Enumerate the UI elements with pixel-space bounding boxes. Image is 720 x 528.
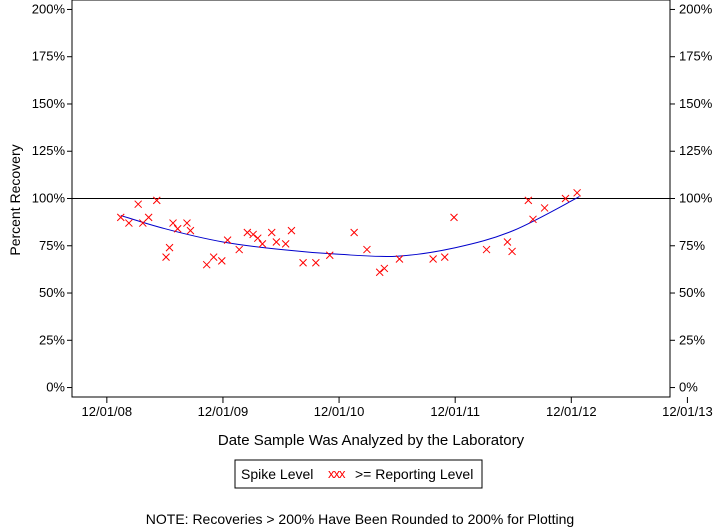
data-point (134, 200, 143, 209)
legend-entry: >= Reporting Level (355, 466, 473, 482)
data-point (350, 228, 359, 237)
data-point (450, 213, 458, 222)
x-tick-label: 12/01/08 (82, 404, 133, 419)
data-point (173, 224, 182, 233)
data-points (116, 188, 581, 277)
data-point (311, 258, 320, 267)
legend-marker: xxx (328, 466, 346, 481)
data-point (169, 219, 177, 227)
data-point (235, 245, 244, 254)
data-point (395, 255, 404, 263)
y-tick-label-right: 125% (679, 143, 713, 158)
footnote: NOTE: Recoveries > 200% Have Been Rounde… (146, 511, 574, 527)
y-axis-right: 0% 25% 50% 75% 100% 125% 150% 175% 200% (670, 1, 713, 395)
y-axis-left: 0% 25% 50% 75% 100% 125% 150% 175% 200% (32, 1, 72, 395)
data-point (253, 234, 262, 243)
data-point (299, 258, 307, 267)
y-tick-label-left: 100% (32, 191, 66, 206)
x-tick-label: 12/01/11 (430, 404, 480, 419)
data-point (152, 196, 161, 205)
y-tick-label-right: 75% (679, 238, 705, 253)
data-point (116, 213, 125, 222)
data-point (125, 219, 133, 227)
x-axis-label: Date Sample Was Analyzed by the Laborato… (218, 432, 525, 449)
y-tick-label-left: 25% (39, 332, 65, 347)
data-point (287, 226, 296, 235)
data-point (325, 251, 334, 260)
y-tick-label-right: 25% (679, 332, 705, 347)
x-tick-label: 12/01/12 (546, 404, 597, 419)
x-tick-label: 12/01/13 (662, 404, 713, 419)
y-tick-label-left: 200% (32, 1, 66, 16)
data-point (380, 264, 389, 273)
data-point (183, 219, 191, 227)
data-point (508, 247, 516, 256)
data-point (165, 243, 174, 252)
data-point (217, 257, 226, 265)
data-point (281, 240, 290, 248)
x-tick-label: 12/01/09 (198, 404, 249, 419)
data-point (144, 213, 153, 222)
data-point (524, 196, 533, 205)
legend: Spike Level xxx >= Reporting Level (234, 459, 483, 489)
y-tick-label-left: 175% (32, 49, 66, 64)
data-point (375, 268, 384, 277)
y-tick-label-left: 150% (32, 96, 66, 111)
data-point (243, 228, 252, 237)
y-tick-label-right: 50% (679, 285, 705, 300)
data-point (503, 238, 512, 246)
y-tick-label-left: 0% (46, 380, 65, 395)
data-point (363, 245, 371, 254)
data-point (429, 255, 437, 263)
data-point (561, 194, 570, 203)
data-point (272, 238, 281, 246)
data-point (573, 188, 581, 197)
data-point (540, 204, 549, 212)
y-tick-label-left: 75% (39, 238, 65, 253)
data-point (223, 236, 232, 244)
legend-box (234, 459, 483, 489)
data-point (202, 260, 211, 269)
trend-line (120, 196, 580, 258)
x-tick-label: 12/01/10 (314, 404, 365, 419)
y-tick-label-right: 200% (679, 1, 713, 16)
y-tick-label-right: 150% (679, 96, 713, 111)
y-tick-label-left: 125% (32, 143, 66, 158)
data-point (258, 240, 267, 248)
data-point (482, 245, 491, 254)
data-point (529, 215, 537, 224)
data-point (162, 253, 170, 261)
data-point (440, 253, 449, 261)
data-point (267, 228, 276, 237)
y-tick-label-right: 175% (679, 49, 713, 64)
data-point (249, 230, 257, 239)
x-axis: 12/01/08 12/01/09 12/01/10 12/01/11 12/01/12… (82, 397, 713, 419)
data-point (209, 253, 218, 261)
y-tick-label-right: 100% (679, 191, 713, 206)
y-tick-label-right: 0% (679, 380, 698, 395)
y-tick-label-left: 50% (39, 285, 65, 300)
data-point (186, 226, 195, 235)
y-axis-label: Percent Recovery (7, 144, 23, 255)
legend-title: Spike Level (241, 466, 313, 482)
